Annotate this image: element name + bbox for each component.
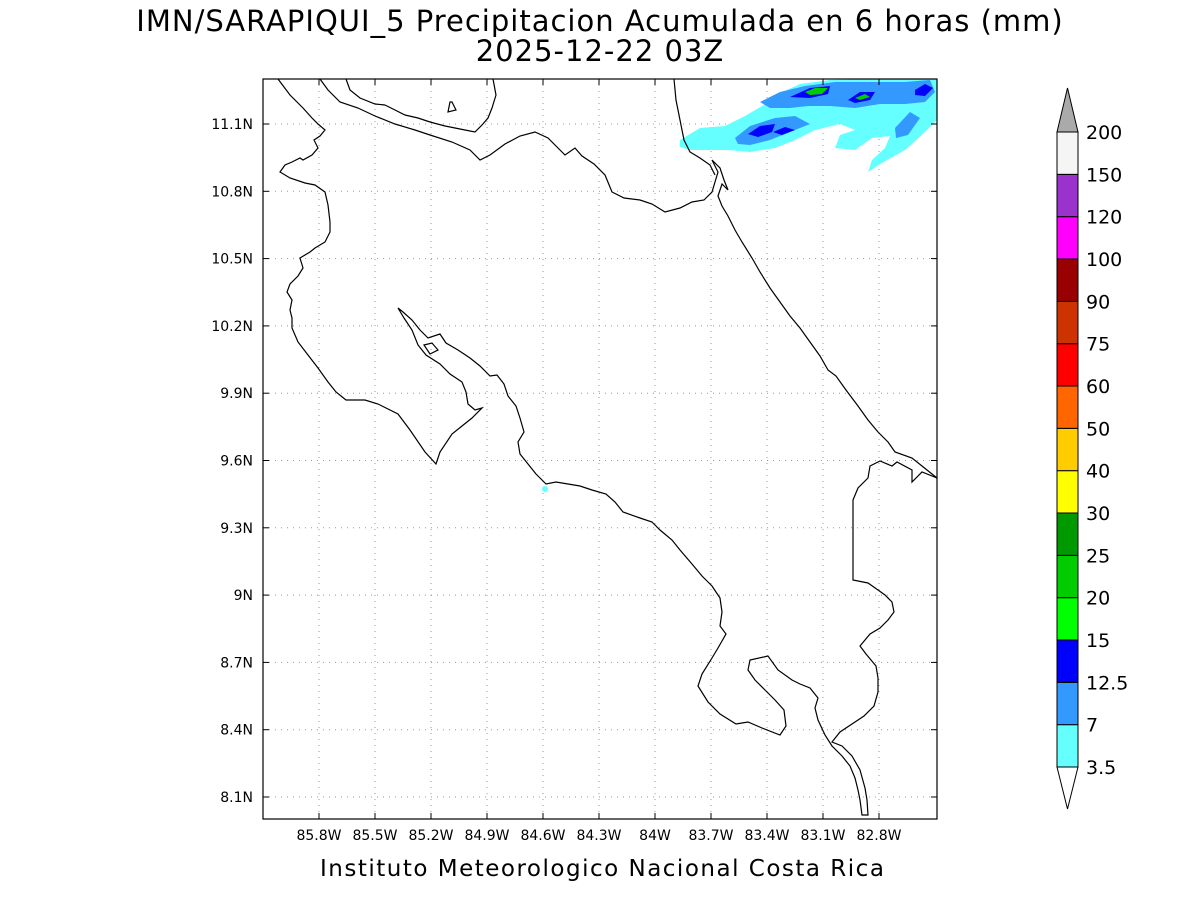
- colorbar-swatch: [1056, 512, 1079, 556]
- colorbar-label: 25: [1086, 545, 1110, 567]
- colorbar-label: 60: [1086, 376, 1110, 398]
- latitude-axis: 11.1N 10.8N 10.5N 10.2N 9.9N 9.6N 9.3N 9N 8.7N 8.…: [211, 117, 937, 806]
- x-tick-label: 84W: [639, 828, 671, 844]
- map-grid: [263, 79, 937, 819]
- y-tick-label: 9.9N: [220, 386, 253, 402]
- y-tick-label: 10.8N: [211, 184, 253, 200]
- x-tick-label: 83.7W: [688, 828, 733, 844]
- colorbar-swatch: [1056, 681, 1079, 726]
- colorbar-label: 3.5: [1086, 757, 1116, 779]
- precip-15mm-area: [805, 88, 870, 100]
- precipitation-area: [542, 79, 937, 492]
- colorbar-swatch: [1056, 216, 1079, 260]
- colorbar-label: 50: [1086, 418, 1110, 440]
- colorbar-swatch: [1056, 554, 1079, 599]
- colorbar-label: 90: [1086, 291, 1110, 313]
- map-datetime: 2025-12-22 03Z: [475, 34, 725, 68]
- y-tick-label: 9.3N: [220, 521, 253, 537]
- precip-12.5mm-area: [748, 84, 933, 137]
- x-tick-label: 83.4W: [744, 828, 789, 844]
- colorbar-swatch: [1056, 343, 1079, 387]
- coastline: [277, 78, 938, 816]
- y-tick-label: 8.7N: [220, 655, 253, 671]
- y-tick-label: 9N: [234, 588, 253, 604]
- colorbar: 3.5 7 12.5 15 20 25 30 40 50 60 75 90 100 120 150 200: [1056, 87, 1128, 810]
- colorbar-label: 30: [1086, 503, 1110, 525]
- colorbar-swatch: [1056, 597, 1079, 641]
- x-tick-label: 84.9W: [464, 828, 509, 844]
- footer-credit: Instituto Meteorologico Nacional Costa R…: [320, 856, 886, 882]
- colorbar-label: 40: [1086, 461, 1110, 483]
- colorbar-label: 100: [1086, 249, 1122, 271]
- map-title: IMN/SARAPIQUI_5 Precipitacion Acumulada …: [136, 4, 1064, 38]
- x-tick-label: 83.1W: [800, 828, 845, 844]
- x-tick-label: 85.5W: [352, 828, 397, 844]
- y-tick-label: 9.6N: [220, 454, 253, 470]
- colorbar-label: 120: [1086, 207, 1122, 229]
- y-tick-label: 8.4N: [220, 723, 253, 739]
- colorbar-swatch: [1056, 385, 1079, 429]
- y-tick-label: 10.5N: [211, 252, 253, 268]
- colorbar-swatch: [1056, 258, 1079, 302]
- longitude-axis: 85.8W 85.5W 85.2W 84.9W 84.6W 84.3W 84W 83.7W 83…: [296, 79, 902, 844]
- y-tick-label: 10.2N: [211, 319, 253, 335]
- colorbar-swatch: [1056, 173, 1079, 218]
- colorbar-label: 12.5: [1086, 672, 1128, 694]
- colorbar-label: 200: [1086, 122, 1122, 144]
- colorbar-label: 150: [1086, 164, 1122, 186]
- colorbar-swatch: [1056, 427, 1079, 472]
- colorbar-label: 75: [1086, 334, 1110, 356]
- x-tick-label: 85.2W: [408, 828, 453, 844]
- colorbar-top-arrow: [1056, 87, 1079, 133]
- x-tick-label: 85.8W: [296, 828, 341, 844]
- colorbar-label: 15: [1086, 630, 1110, 652]
- colorbar-label: 7: [1086, 715, 1098, 737]
- x-tick-label: 82.8W: [856, 828, 901, 844]
- colorbar-swatch: [1056, 724, 1079, 768]
- y-tick-label: 11.1N: [211, 117, 253, 133]
- colorbar-swatch: [1056, 639, 1079, 683]
- colorbar-bottom-arrow: [1056, 766, 1079, 810]
- colorbar-swatch: [1056, 131, 1079, 175]
- colorbar-label: 20: [1086, 588, 1110, 610]
- precip-3.5mm-spot: [542, 486, 548, 492]
- x-tick-label: 84.3W: [576, 828, 621, 844]
- colorbar-swatch: [1056, 300, 1079, 345]
- colorbar-swatch: [1056, 470, 1079, 514]
- y-tick-label: 8.1N: [220, 790, 253, 806]
- plot-frame: [262, 78, 938, 820]
- x-tick-label: 84.6W: [520, 828, 565, 844]
